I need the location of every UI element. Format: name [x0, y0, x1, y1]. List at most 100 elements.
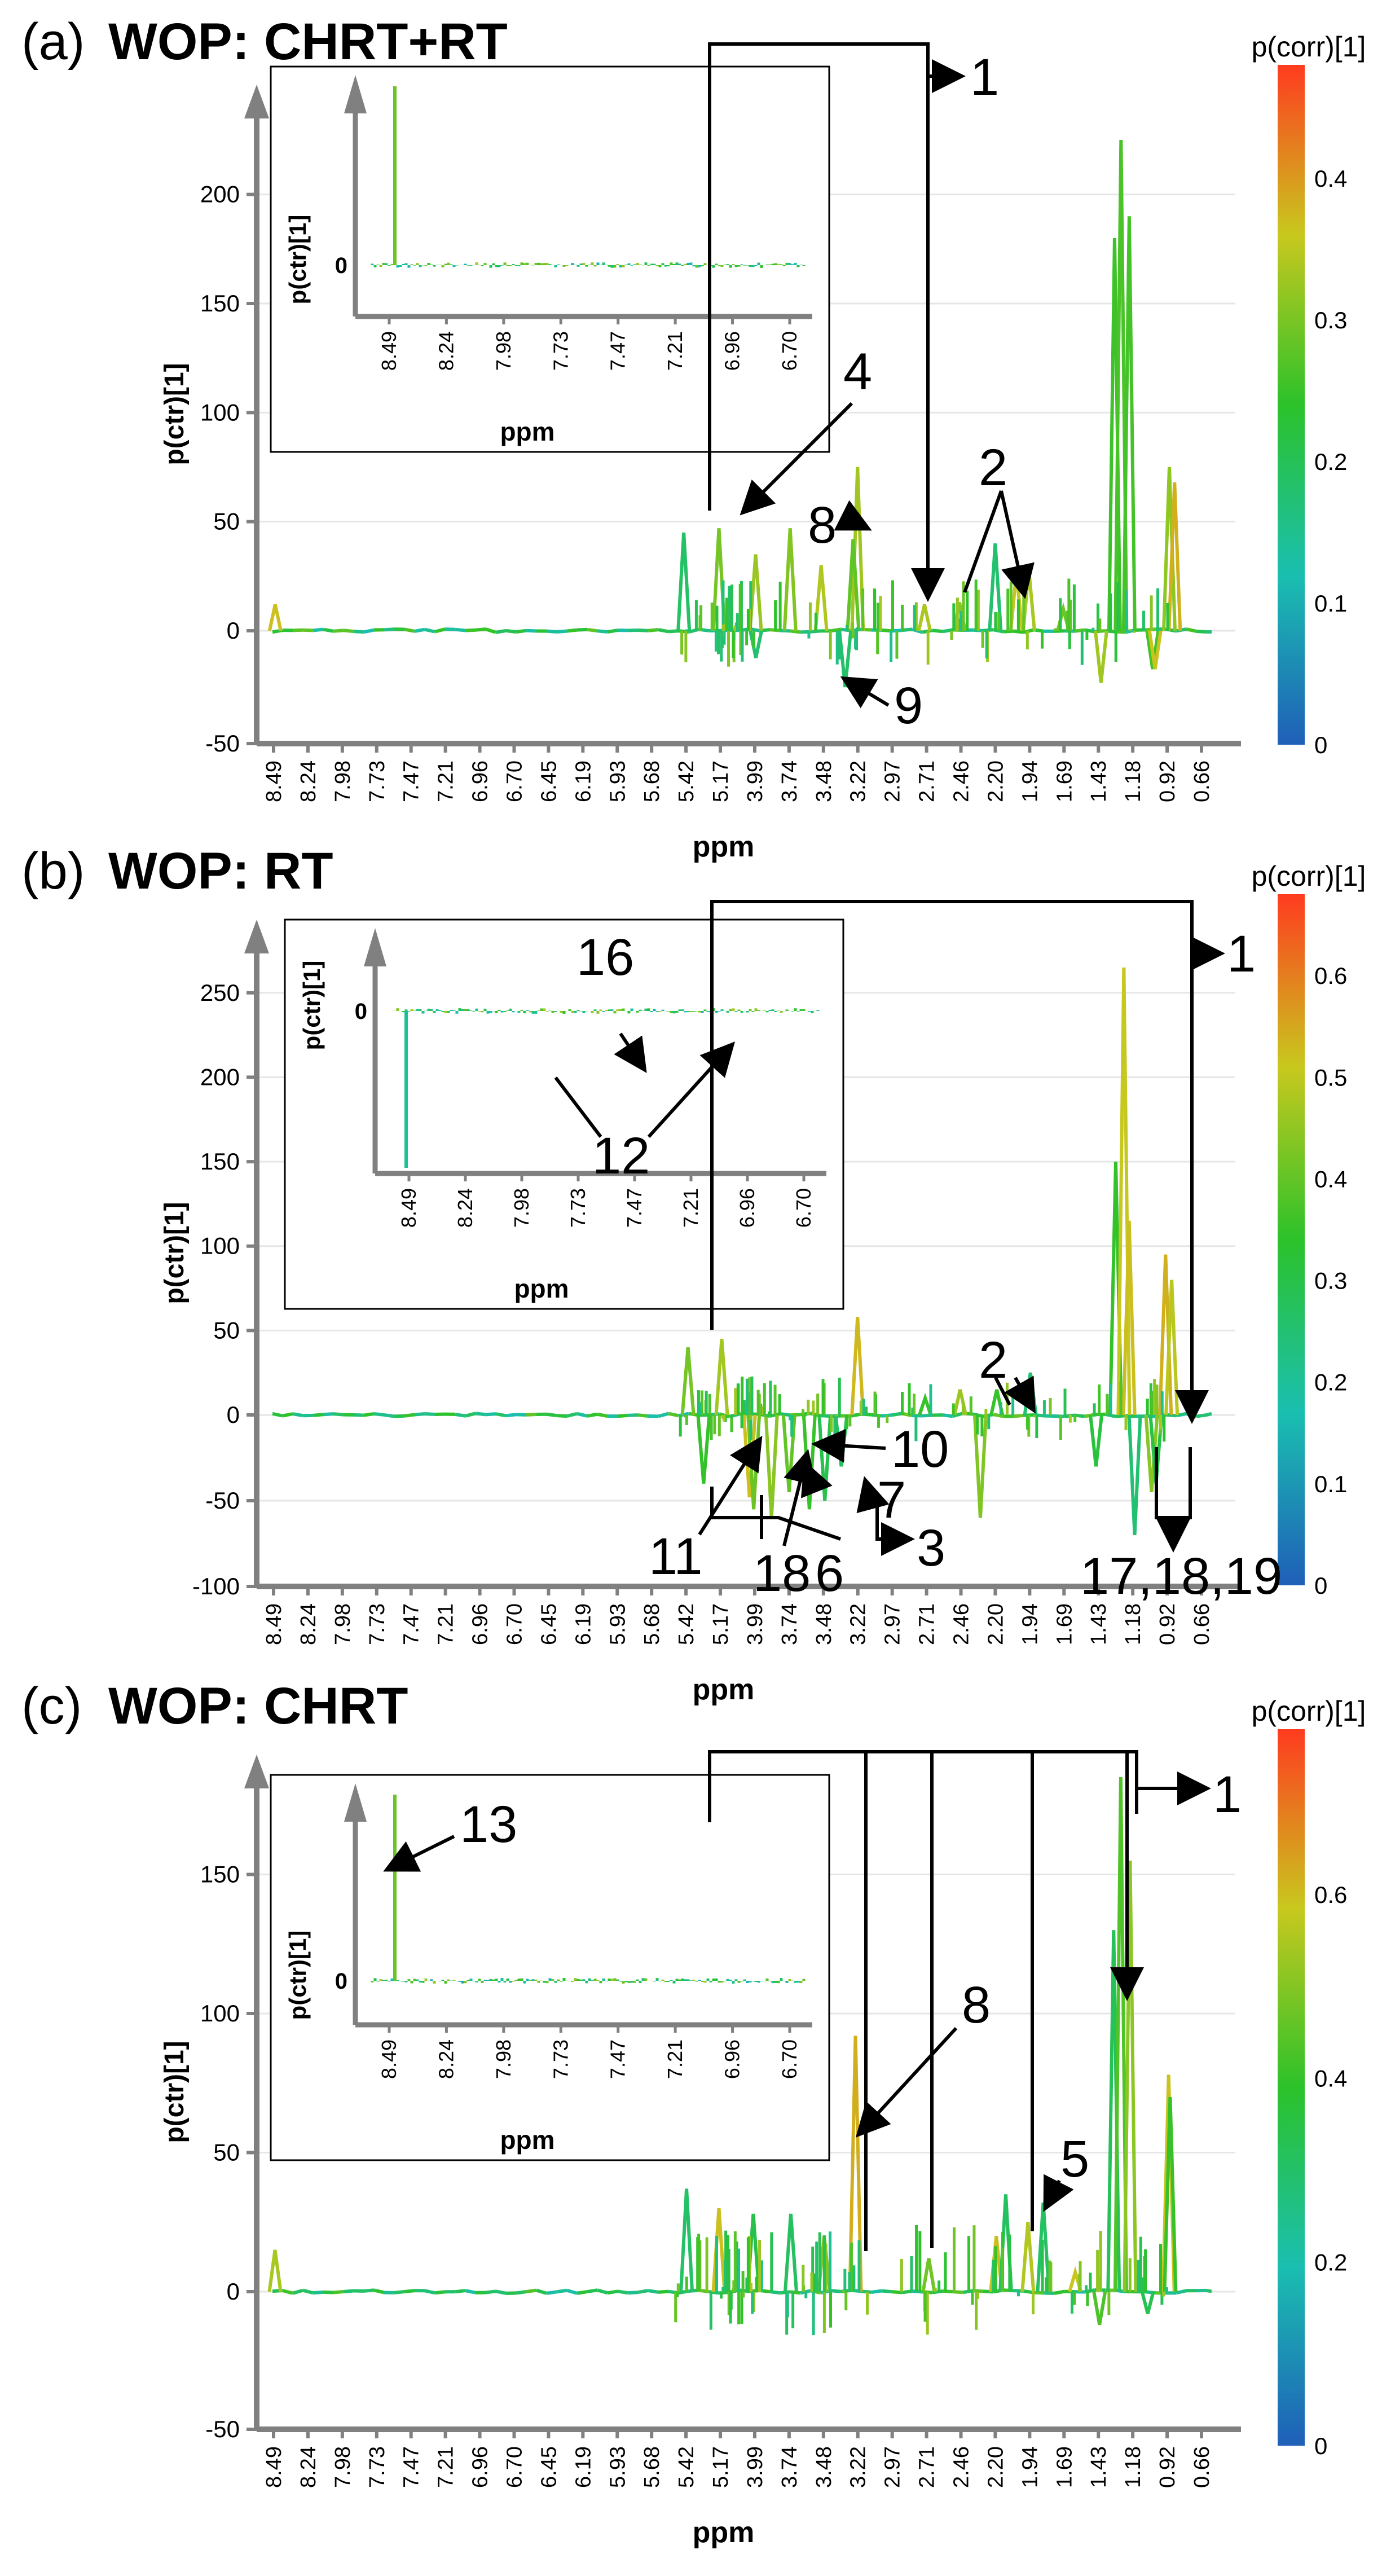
spectrum-peak [1023, 1372, 1038, 1416]
x-tick-label: 6.70 [503, 1603, 526, 1645]
x-tick-label: 3.74 [778, 1603, 802, 1645]
baseline-segment [1206, 1412, 1212, 1417]
baseline-segment [424, 2289, 435, 2295]
spectrum-peak [1167, 482, 1182, 631]
x-tick-label: 6.19 [571, 2446, 595, 2488]
x-tick-label: 3.99 [743, 2446, 767, 2488]
spectrum-peak [749, 630, 763, 658]
annotation-label: 3 [917, 1519, 945, 1577]
baseline-segment [1074, 628, 1085, 633]
baseline-segment [465, 2289, 476, 2294]
annotation-b: 12 [554, 1047, 730, 1185]
inset-chart: 0 p(ctr)[1] 8.49 8.24 7.98 7.73 7.47 7.21 6.96 6.… [284, 918, 844, 1310]
baseline-segment [942, 1413, 953, 1418]
annotation-arrow [963, 490, 1024, 592]
x-tick-label: 2.46 [950, 1603, 974, 1645]
x-tick-label: 1.18 [1121, 1603, 1145, 1645]
x-tick-label: 5.68 [640, 2446, 664, 2488]
baseline-segment [1084, 628, 1095, 634]
spectrum-peak [1113, 1777, 1128, 2292]
baseline-segment [455, 1412, 466, 1418]
x-tick-label: 6.45 [537, 761, 561, 802]
baseline-segment [556, 2288, 567, 2294]
baseline-segment [465, 628, 476, 632]
baseline-segment [475, 1412, 486, 1417]
spectrum-peak [918, 1392, 932, 1416]
baseline-segment [597, 2288, 608, 2295]
baseline-segment [871, 1413, 882, 1418]
inset-y-axis-label: p(ctr)[1] [284, 1931, 311, 2020]
baseline-segment [444, 627, 456, 631]
x-tick-label: 0.92 [1156, 761, 1179, 802]
inset-x-tick-label: 7.73 [549, 2039, 572, 2079]
baseline-segment [455, 2289, 466, 2294]
inset-y-axis-arrow-icon [344, 75, 367, 113]
annotation-b: 18 [753, 1449, 817, 1602]
spectrum-peak [838, 630, 853, 688]
annotation-label: 1 [1227, 925, 1256, 983]
annotation-arrow [856, 1476, 890, 1514]
x-tick-label: 7.47 [400, 761, 424, 802]
baseline-segment [932, 628, 943, 634]
x-tick-label: 3.48 [812, 761, 836, 802]
baseline-segment [607, 2289, 618, 2295]
x-tick-label: 1.69 [1053, 2446, 1076, 2488]
y-tick-label: 50 [213, 1317, 240, 1343]
baseline-segment [607, 628, 618, 634]
annotation-label: 4 [843, 343, 872, 401]
annotation-label: 13 [460, 1796, 517, 1853]
annotation-label: 2 [979, 1331, 1007, 1389]
panel-label: (a) [21, 13, 85, 71]
y-tick-label: -100 [192, 1573, 240, 1599]
annotation-arrow [1156, 1447, 1190, 1546]
inset-x-tick-label: 7.21 [663, 2039, 686, 2079]
annotation-c: 1 [708, 1750, 1242, 2251]
baseline-segment [952, 1412, 963, 1418]
inset-x-tick-label: 8.24 [434, 2039, 457, 2079]
y-tick-label: 150 [200, 290, 240, 316]
baseline-segment [566, 628, 578, 633]
inset-x-tick-label: 6.70 [778, 2039, 801, 2079]
x-tick-label: 1.43 [1087, 761, 1111, 802]
annotation-b: 10 [811, 1421, 949, 1478]
annotation-arrow [708, 1750, 1137, 2251]
baseline-segment [1206, 2288, 1212, 2293]
x-tick-label: 2.97 [881, 1603, 905, 1645]
baseline-segment [566, 2288, 578, 2295]
annotation-b: 3 [710, 1487, 945, 1577]
baseline-segment [881, 2289, 892, 2294]
baseline-segment [414, 1412, 425, 1417]
baseline-segment [587, 1412, 598, 1418]
baseline-segment [465, 1412, 476, 1418]
spectrum-peak [1121, 216, 1137, 631]
annotation-arrow [740, 402, 853, 516]
annotation-arrow [710, 1487, 908, 1539]
baseline-segment [495, 628, 507, 634]
baseline-segment [1186, 627, 1197, 633]
x-tick-label: 7.98 [331, 1603, 355, 1645]
x-tick-label: 2.20 [984, 2446, 1007, 2488]
y-tick-label: 50 [213, 508, 240, 535]
x-tick-label: 8.49 [262, 2446, 286, 2488]
x-tick-label: 2.97 [881, 761, 905, 802]
x-tick-label: 5.42 [675, 2446, 698, 2488]
annotation-label: 12 [592, 1127, 650, 1185]
x-tick-label: 3.22 [847, 1603, 870, 1645]
annotation-a: 1 [708, 42, 999, 602]
baseline-segment [495, 2289, 507, 2295]
x-tick-label: 5.93 [606, 1603, 630, 1645]
y-axis-arrow-icon [244, 85, 269, 118]
x-tick-label: 7.98 [331, 2446, 355, 2488]
y-tick-label: 100 [200, 399, 240, 425]
x-tick-label: 1.94 [1018, 1603, 1042, 1645]
inset-x-tick-label: 6.96 [721, 331, 744, 371]
annotation-label: 8 [808, 496, 837, 554]
inset-y-tick-label: 0 [335, 1969, 347, 1994]
colorbar-title: p(corr)[1] [1252, 860, 1366, 892]
annotation-b: 6 [800, 1460, 844, 1602]
x-tick-label: 1.43 [1087, 1603, 1111, 1645]
baseline-segment [658, 628, 669, 634]
baseline-segment [891, 628, 903, 633]
spectrum-peak [267, 604, 283, 631]
